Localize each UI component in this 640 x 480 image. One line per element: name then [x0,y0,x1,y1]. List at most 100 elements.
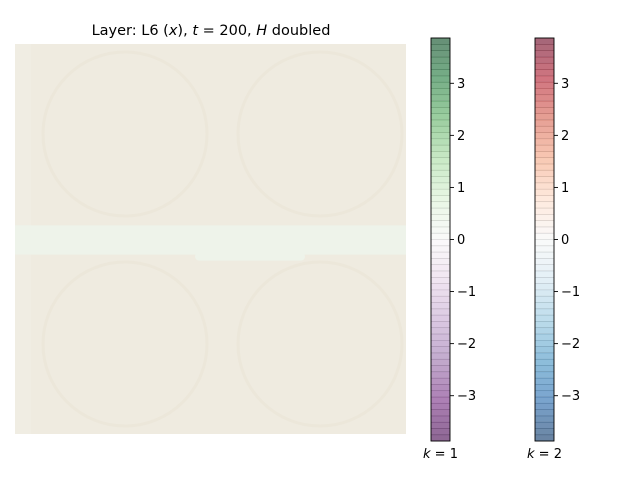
colorbar-segment [535,422,554,429]
colorbar-tick-label: −2 [561,337,580,352]
colorbar-segment [535,82,554,89]
colorbar-segment [431,390,450,398]
colorbar-segment [535,44,554,51]
colorbar-segment [431,277,450,284]
colorbar-segment [535,434,554,442]
colorbar-tick-label: −2 [457,337,476,352]
colorbar-segment [431,107,450,114]
colorbar-segment [431,170,450,177]
title-prefix: Layer: L6 ( [92,23,169,39]
colorbar-segment [535,176,554,184]
colorbar-tick-label: −1 [561,285,580,300]
colorbar-segment [431,321,450,329]
colorbar-segment [431,422,450,429]
colorbar-tick-label: 1 [457,181,465,196]
colorbar-segment [535,270,554,278]
colorbar-segment [431,226,450,234]
colorbar-segment [431,340,450,347]
colorbar-segment [431,396,450,404]
colorbar-segment [535,94,554,102]
colorbar-segment [535,214,554,222]
colorbar-segment [431,38,450,45]
colorbar-segment [535,346,554,354]
colorbar-tick-label: 0 [561,233,569,248]
colorbar-segment [535,264,554,272]
title-h-var: H [256,23,267,39]
colorbar-segment [431,138,450,146]
colorbar-label: k = 2 [527,447,562,462]
title-suffix: doubled [267,23,330,39]
colorbar-segment [535,390,554,398]
colorbar-segment [535,403,554,410]
colorbar-segment [431,415,450,423]
colorbar-segment [535,226,554,234]
colorbar-segment [535,63,554,70]
colorbar-segment [431,100,450,108]
colorbar-segment [535,258,554,266]
colorbar-segment [535,170,554,177]
colorbar-segment [431,214,450,222]
colorbar-segment [535,88,554,96]
colorbar-segment [431,296,450,303]
colorbar-segment [535,239,554,247]
colorbar-segment [431,315,450,322]
colorbar-segment [535,107,554,114]
colorbar-segment [431,63,450,70]
heatmap [15,44,406,434]
colorbar-segment [535,157,554,165]
colorbar-segment [535,428,554,436]
colorbar-segment [431,346,450,354]
colorbar-segment [431,264,450,272]
colorbar-segment [431,94,450,102]
title-mid: ), [177,23,192,39]
colorbars: 3 2 1 0 −1 −2 −3 k = 1 3 2 1 0 −1 −2 −3 k = 2 [423,37,580,462]
colorbar-tick-label: 2 [457,129,465,144]
heatmap-ring-4 [236,260,404,428]
colorbar-segment [431,245,450,253]
chart-title: Layer: L6 (x), t = 200, H doubled [92,23,331,39]
colorbar-segment [535,352,554,360]
colorbar-segment [535,409,554,417]
colorbar-segment [431,302,450,310]
colorbar-segment [431,82,450,89]
colorbar-tick-label: 3 [561,77,569,92]
colorbar-segment [535,252,554,259]
colorbar-segment [431,403,450,410]
colorbar-segment [431,428,450,436]
colorbar-segment [431,220,450,228]
colorbar-segment [535,195,554,203]
heatmap-band-bulge [195,252,305,261]
colorbar-segment [535,359,554,366]
colorbar-tick-label: −3 [561,389,580,404]
colorbar-tick-label: 3 [457,77,465,92]
colorbar-tick-label: 0 [457,233,465,248]
colorbar-segment [431,239,450,247]
colorbar-segment [431,113,450,121]
colorbar-segment [431,308,450,316]
colorbar-segment [535,415,554,423]
colorbar-segment [535,75,554,83]
colorbar-segment [535,302,554,310]
colorbar-segment [431,365,450,373]
colorbar-segment [535,132,554,140]
colorbar-segment [535,384,554,392]
title-x-var: x [168,23,178,39]
colorbar-segment [431,258,450,266]
colorbar-segment [535,119,554,127]
colorbar-segment [431,119,450,127]
colorbar-segment [431,434,450,442]
colorbar-segment [431,132,450,140]
colorbar-segment [431,327,450,335]
colorbar-segment [535,333,554,341]
colorbar-segment [431,409,450,417]
colorbar-segment [535,245,554,253]
colorbar-segment [535,163,554,171]
colorbar-segment [535,220,554,228]
colorbar-segment [535,378,554,385]
colorbar-segment [535,296,554,303]
heatmap-band [15,225,406,255]
colorbar-segment [431,126,450,133]
heatmap-ring-1 [41,50,209,218]
colorbar-segment [535,145,554,152]
